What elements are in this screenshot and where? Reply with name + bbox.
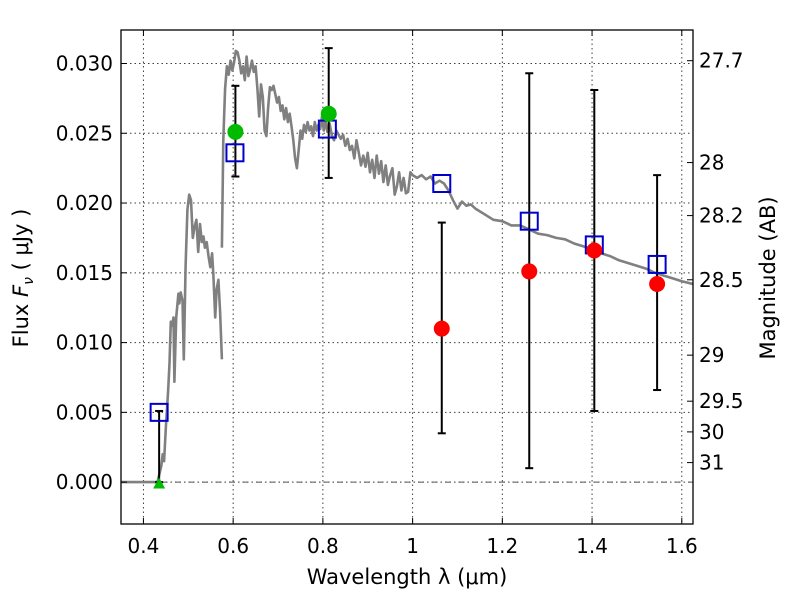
model-spectrum-line [121, 193, 224, 484]
upper-limit-triangle [153, 477, 166, 489]
y-tick-label: 0.025 [56, 121, 113, 145]
photometry-markers [149, 105, 667, 489]
detected-flux-point [586, 242, 603, 259]
x-tick-label: 0.8 [307, 534, 339, 558]
x-tick-label: 1.2 [486, 534, 518, 558]
model-spectrum-line [220, 49, 694, 286]
optical-flux-point [227, 123, 244, 140]
y2-tick-label: 30 [699, 420, 724, 444]
detected-flux-point [649, 275, 666, 292]
model-band-square [519, 211, 539, 231]
y-tick-label: 0.005 [56, 400, 113, 424]
x-tick-label: 1.6 [666, 534, 698, 558]
detected-flux-point [521, 263, 538, 280]
model-spectrum [121, 49, 694, 484]
x-tick-label: 0.4 [128, 534, 160, 558]
detected-flux-point [433, 320, 450, 337]
y2-tick-label: 28.2 [699, 204, 744, 228]
optical-flux-point [320, 105, 337, 122]
y-tick-label: 0.030 [56, 51, 113, 75]
model-band-square [149, 402, 169, 422]
model-band-square [647, 254, 667, 274]
x-tick-label: 1.4 [576, 534, 608, 558]
y-tick-label: 0.015 [56, 261, 113, 285]
axis-ticks: 0.4 0.6 0.8 1 1.2 1.4 1.6 0.000 0.005 0.010 0.015 0… [56, 30, 744, 558]
y2-axis-label: Magnitude (AB) [756, 196, 780, 359]
y-tick-label: 0.010 [56, 331, 113, 355]
model-band-square [225, 143, 245, 163]
y2-tick-label: 29 [699, 343, 724, 367]
model-band-square [432, 174, 452, 194]
y-tick-label: 0.020 [56, 191, 113, 215]
plot-background [121, 30, 693, 524]
y-tick-label: 0.000 [56, 470, 113, 494]
y2-tick-label: 31 [699, 451, 724, 475]
y2-tick-label: 28 [699, 151, 724, 175]
x-axis-label: Wavelength λ (μm) [307, 565, 508, 589]
plot-frame [120, 29, 694, 525]
x-tick-label: 0.6 [217, 534, 249, 558]
y2-tick-label: 29.5 [699, 389, 744, 413]
y2-tick-label: 28.5 [699, 268, 744, 292]
y-axis-label: Flux Fν ( μJy ) [9, 209, 37, 348]
x-tick-label: 1 [406, 534, 419, 558]
y2-tick-label: 27.7 [699, 49, 744, 73]
